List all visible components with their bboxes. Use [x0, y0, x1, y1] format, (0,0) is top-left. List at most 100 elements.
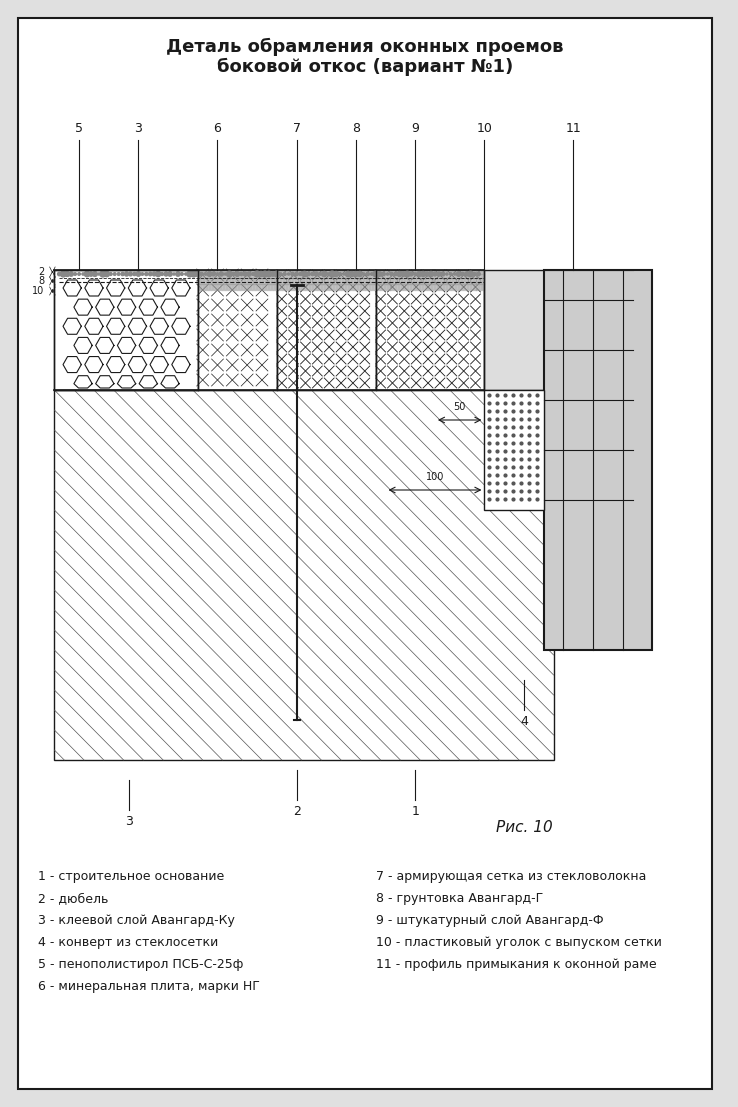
Circle shape [357, 271, 362, 277]
Circle shape [156, 271, 161, 277]
Text: боковой откос (вариант №1): боковой откос (вариант №1) [217, 58, 513, 76]
Circle shape [145, 272, 148, 276]
Circle shape [302, 271, 307, 277]
Circle shape [89, 272, 93, 277]
Circle shape [404, 271, 410, 277]
Circle shape [327, 272, 329, 276]
Circle shape [291, 272, 294, 276]
Circle shape [224, 273, 227, 275]
Circle shape [235, 271, 240, 277]
Circle shape [137, 272, 141, 277]
Text: 2: 2 [293, 805, 300, 818]
Circle shape [82, 273, 84, 276]
Circle shape [104, 271, 109, 277]
Circle shape [65, 271, 69, 277]
Circle shape [152, 272, 156, 276]
Circle shape [243, 272, 247, 276]
Circle shape [219, 272, 224, 276]
Bar [484, 390, 544, 510]
Circle shape [433, 272, 437, 276]
Circle shape [334, 271, 339, 277]
Circle shape [133, 272, 136, 276]
Text: 50: 50 [454, 402, 466, 412]
Circle shape [468, 271, 473, 277]
Circle shape [61, 271, 66, 277]
Text: 7 - армирующая сетка из стекловолокна: 7 - армирующая сетка из стекловолокна [376, 870, 646, 883]
Bar [55, 270, 198, 390]
Circle shape [173, 273, 175, 276]
Circle shape [390, 272, 393, 276]
Circle shape [148, 272, 152, 276]
Circle shape [164, 272, 168, 276]
Text: 3: 3 [134, 122, 142, 135]
Circle shape [191, 271, 196, 277]
Circle shape [329, 271, 335, 277]
Circle shape [212, 272, 215, 276]
Text: 1 - строительное основание: 1 - строительное основание [38, 870, 224, 883]
Text: 1: 1 [411, 805, 419, 818]
Circle shape [322, 271, 327, 277]
Circle shape [449, 272, 452, 276]
Text: 10: 10 [32, 286, 44, 296]
Circle shape [382, 272, 385, 276]
Circle shape [187, 271, 193, 277]
Text: 2: 2 [38, 267, 44, 277]
Bar [198, 270, 277, 390]
Circle shape [307, 272, 310, 276]
Text: 10 - пластиковый уголок с выпуском сетки: 10 - пластиковый уголок с выпуском сетки [376, 937, 661, 949]
Circle shape [280, 272, 282, 276]
Circle shape [350, 271, 354, 277]
Circle shape [207, 271, 212, 277]
Circle shape [227, 271, 232, 277]
Circle shape [454, 273, 456, 275]
Circle shape [465, 272, 469, 276]
Bar [376, 270, 484, 390]
Circle shape [370, 272, 373, 276]
Text: 8: 8 [352, 122, 360, 135]
Circle shape [319, 272, 322, 276]
Bar [544, 270, 652, 650]
Bar [55, 390, 554, 761]
Circle shape [457, 271, 461, 277]
Text: 3: 3 [125, 815, 132, 828]
Text: 5 - пенополистирол ПСБ-С-25ф: 5 - пенополистирол ПСБ-С-25ф [38, 958, 243, 971]
Text: 6: 6 [213, 122, 221, 135]
Circle shape [437, 272, 441, 276]
Circle shape [84, 271, 90, 277]
Circle shape [77, 272, 80, 276]
Text: 3 - клеевой слой Авангард-Ку: 3 - клеевой слой Авангард-Ку [38, 914, 235, 927]
Text: 7: 7 [292, 122, 300, 135]
Circle shape [252, 272, 255, 276]
Circle shape [417, 271, 421, 277]
Circle shape [311, 272, 314, 276]
Circle shape [168, 272, 172, 276]
Circle shape [181, 272, 183, 276]
Text: Рис. 10: Рис. 10 [496, 820, 552, 835]
Text: 11 - профиль примыкания к оконной раме: 11 - профиль примыкания к оконной раме [376, 958, 656, 971]
Circle shape [314, 272, 318, 276]
Circle shape [74, 272, 77, 276]
Text: 2 - дюбель: 2 - дюбель [38, 892, 108, 906]
Circle shape [397, 271, 401, 277]
Text: 6 - минеральная плита, марки НГ: 6 - минеральная плита, марки НГ [38, 980, 260, 993]
Text: 8: 8 [38, 276, 44, 286]
Circle shape [461, 272, 464, 276]
Bar [484, 270, 544, 390]
Circle shape [425, 272, 430, 276]
Circle shape [401, 271, 406, 277]
Circle shape [429, 271, 433, 277]
Circle shape [387, 272, 389, 276]
Circle shape [366, 272, 370, 276]
Text: 11: 11 [565, 122, 582, 135]
Circle shape [271, 272, 275, 276]
Circle shape [100, 271, 106, 277]
Bar [277, 270, 376, 390]
Circle shape [345, 271, 351, 277]
Circle shape [473, 272, 476, 276]
Text: 100: 100 [426, 472, 444, 482]
Circle shape [240, 272, 243, 276]
Circle shape [274, 271, 280, 277]
Circle shape [195, 271, 200, 277]
Circle shape [204, 272, 207, 276]
Circle shape [216, 272, 218, 276]
